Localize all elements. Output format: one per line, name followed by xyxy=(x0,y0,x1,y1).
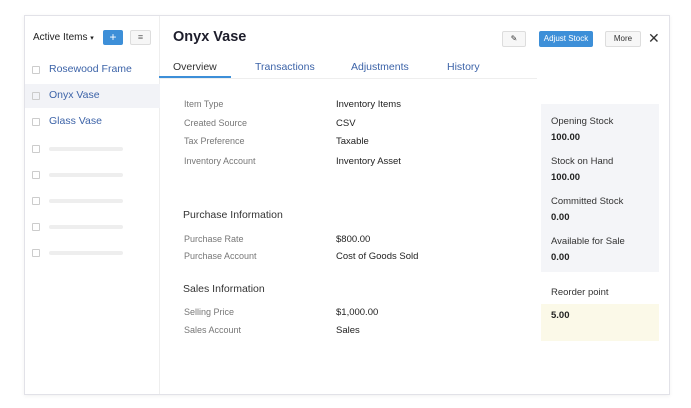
active-tab-indicator xyxy=(159,76,231,78)
tab-adjustments[interactable]: Adjustments xyxy=(351,61,409,73)
checkbox xyxy=(32,249,40,257)
field-label: Created Source xyxy=(184,118,248,128)
placeholder-row xyxy=(25,189,160,213)
field-label: Item Type xyxy=(184,99,224,109)
field-value: Cost of Goods Sold xyxy=(336,251,419,262)
stock-label: Available for Sale xyxy=(551,236,625,247)
adjust-stock-button[interactable]: Adjust Stock xyxy=(539,31,593,47)
page-title: Onyx Vase xyxy=(173,29,247,45)
stock-value: 100.00 xyxy=(551,172,581,183)
checkbox[interactable] xyxy=(32,118,40,126)
field-value: Sales xyxy=(336,325,360,336)
reorder-label: Reorder point xyxy=(551,287,609,298)
item-label: Rosewood Frame xyxy=(49,63,132,75)
edit-button[interactable]: ✎ xyxy=(502,31,526,47)
section-title: Sales Information xyxy=(183,283,265,295)
menu-button[interactable]: ≡ xyxy=(130,30,151,45)
checkbox xyxy=(32,197,40,205)
stock-label: Opening Stock xyxy=(551,116,614,127)
stock-value: 100.00 xyxy=(551,132,581,143)
stock-label: Committed Stock xyxy=(551,196,624,207)
field-label: Purchase Account xyxy=(184,251,257,261)
close-icon[interactable]: ✕ xyxy=(648,30,660,46)
field-label: Selling Price xyxy=(184,307,235,317)
stock-value: 0.00 xyxy=(551,212,570,223)
field-value: Taxable xyxy=(336,136,369,147)
filter-dropdown[interactable]: Active Items ▾ xyxy=(33,32,94,43)
add-item-button[interactable]: + xyxy=(103,30,123,45)
list-item[interactable]: Onyx Vase xyxy=(25,84,160,108)
tab-transactions[interactable]: Transactions xyxy=(255,61,315,73)
pencil-icon: ✎ xyxy=(510,34,518,43)
field-value: $1,000.00 xyxy=(336,307,379,318)
field-value: Inventory Asset xyxy=(336,156,401,167)
tab-overview[interactable]: Overview xyxy=(173,61,217,73)
field-value: CSV xyxy=(336,118,356,129)
reorder-value: 5.00 xyxy=(551,310,570,321)
reorder-box: 5.00 xyxy=(541,304,659,341)
checkbox[interactable] xyxy=(32,92,40,100)
checkbox xyxy=(32,145,40,153)
field-label: Purchase Rate xyxy=(184,234,244,244)
stock-panel: Opening Stock 100.00 Stock on Hand 100.0… xyxy=(541,104,659,272)
item-label: Glass Vase xyxy=(49,115,102,127)
checkbox xyxy=(32,223,40,231)
placeholder-row xyxy=(25,215,160,239)
list-item[interactable]: Rosewood Frame xyxy=(25,58,160,82)
field-value: $800.00 xyxy=(336,234,371,245)
placeholder-row xyxy=(25,137,160,161)
list-item[interactable]: Glass Vase xyxy=(25,110,160,134)
placeholder-row xyxy=(25,241,160,265)
caret-down-icon: ▾ xyxy=(90,35,94,42)
checkbox[interactable] xyxy=(32,66,40,74)
placeholder-row xyxy=(25,163,160,187)
checkbox xyxy=(32,171,40,179)
section-title: Purchase Information xyxy=(183,209,283,221)
item-window: Active Items ▾ + ≡ Rosewood Frame Onyx V… xyxy=(24,15,670,395)
stock-label: Stock on Hand xyxy=(551,156,614,167)
field-label: Sales Account xyxy=(184,325,242,335)
item-sidebar: Active Items ▾ + ≡ Rosewood Frame Onyx V… xyxy=(25,16,160,394)
item-label: Onyx Vase xyxy=(49,89,100,101)
more-button[interactable]: More xyxy=(605,31,641,47)
field-label: Tax Preference xyxy=(184,136,245,146)
field-value: Inventory Items xyxy=(336,99,401,110)
field-label: Inventory Account xyxy=(184,156,256,166)
tab-history[interactable]: History xyxy=(447,61,480,73)
stock-value: 0.00 xyxy=(551,252,570,263)
